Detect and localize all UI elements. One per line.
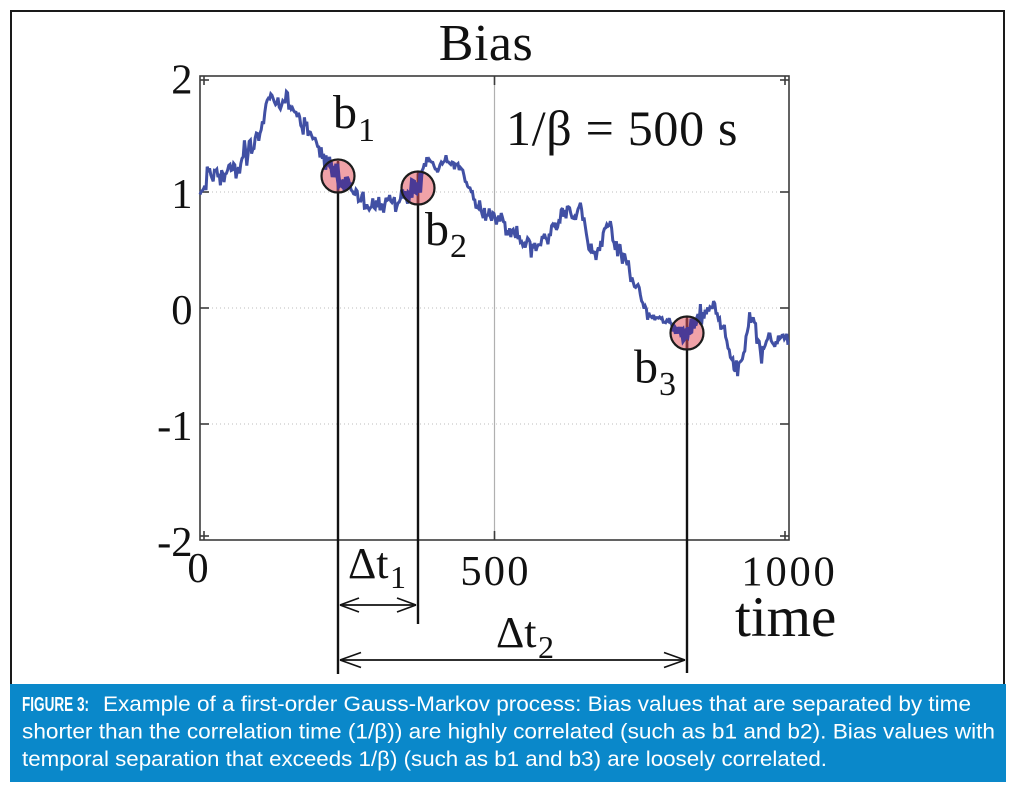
svg-text:1: 1 [358,112,375,149]
svg-text:FIGURE 3:: FIGURE 3: [22,694,89,716]
svg-text:Δt: Δt [496,608,537,657]
svg-text:time: time [735,586,836,649]
svg-text:3: 3 [659,366,676,403]
svg-text:shorter than the correlation t: shorter than the correlation time (1/β))… [22,720,995,744]
svg-text:b: b [425,203,449,256]
svg-text:500: 500 [460,548,530,595]
svg-text:1: 1 [390,559,406,595]
svg-text:0: 0 [171,287,192,334]
svg-text:Example of a first-order Gauss: Example of a first-order Gauss-Markov pr… [103,692,971,716]
svg-text:2: 2 [171,57,192,104]
svg-text:1: 1 [171,171,192,218]
svg-text:b: b [333,86,357,139]
svg-text:1/β = 500 s: 1/β = 500 s [506,100,738,156]
svg-text:Δt: Δt [348,539,389,588]
svg-text:1000: 1000 [741,549,837,596]
svg-text:2: 2 [450,228,467,265]
svg-text:Bias: Bias [439,15,533,72]
svg-text:-2: -2 [157,519,192,566]
svg-text:b: b [634,341,658,394]
svg-text:-1: -1 [157,403,192,450]
svg-text:2: 2 [538,629,554,665]
svg-text:0: 0 [187,545,208,592]
svg-text:temporal separation that excee: temporal separation that exceeds 1/β) (s… [22,747,827,771]
